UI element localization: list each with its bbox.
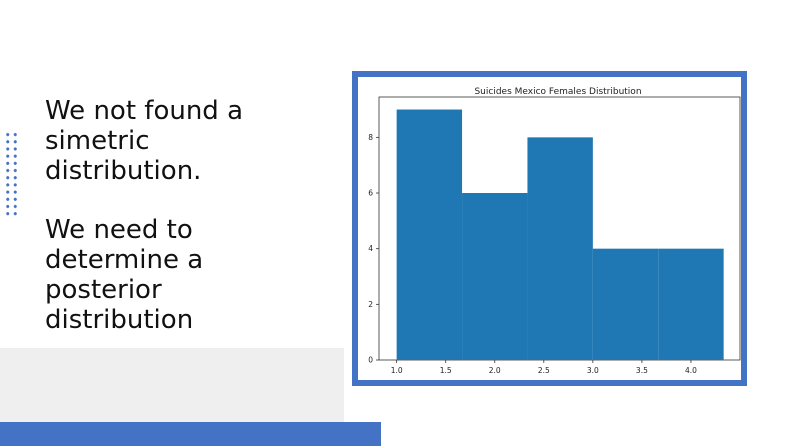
histogram-bar xyxy=(527,137,593,360)
y-tick-label: 8 xyxy=(368,133,373,142)
histogram-bar xyxy=(396,109,463,361)
y-tick-label: 2 xyxy=(368,300,373,309)
histogram-chart: Suicides Mexico Females Distribution 1.0… xyxy=(368,87,741,375)
blue-accent-bar xyxy=(0,422,381,446)
x-tick-label: 1.5 xyxy=(440,366,452,375)
histogram-bar xyxy=(658,248,724,360)
paragraph-observation: We not found a simetric distribution. xyxy=(45,96,244,186)
dot-pattern-decoration xyxy=(4,131,20,219)
x-tick-label: 2.0 xyxy=(489,366,501,375)
x-tick-label: 4.0 xyxy=(685,366,697,375)
axes-layer: 1.0 1.5 2.0 2.5 3.0 3.5 4.0 0 2 4 6 8 xyxy=(368,133,697,375)
gray-accent-block xyxy=(0,348,344,422)
paragraph-next-step: We need to determine a posterior distrib… xyxy=(45,215,204,335)
chart-title: Suicides Mexico Females Distribution xyxy=(474,87,641,97)
x-tick-label: 2.5 xyxy=(538,366,550,375)
bars-layer xyxy=(396,109,724,361)
histogram-bar xyxy=(592,248,659,360)
y-tick-label: 6 xyxy=(368,189,373,198)
x-tick-label: 1.0 xyxy=(391,366,403,375)
x-tick-label: 3.5 xyxy=(636,366,648,375)
slide-text-box: We not found a simetric distribution. We… xyxy=(45,96,335,335)
y-tick-label: 0 xyxy=(368,356,373,365)
histogram-bar xyxy=(462,193,528,360)
y-tick-label: 4 xyxy=(368,244,373,253)
x-tick-label: 3.0 xyxy=(587,366,599,375)
histogram-chart-frame: Suicides Mexico Females Distribution 1.0… xyxy=(352,71,747,386)
